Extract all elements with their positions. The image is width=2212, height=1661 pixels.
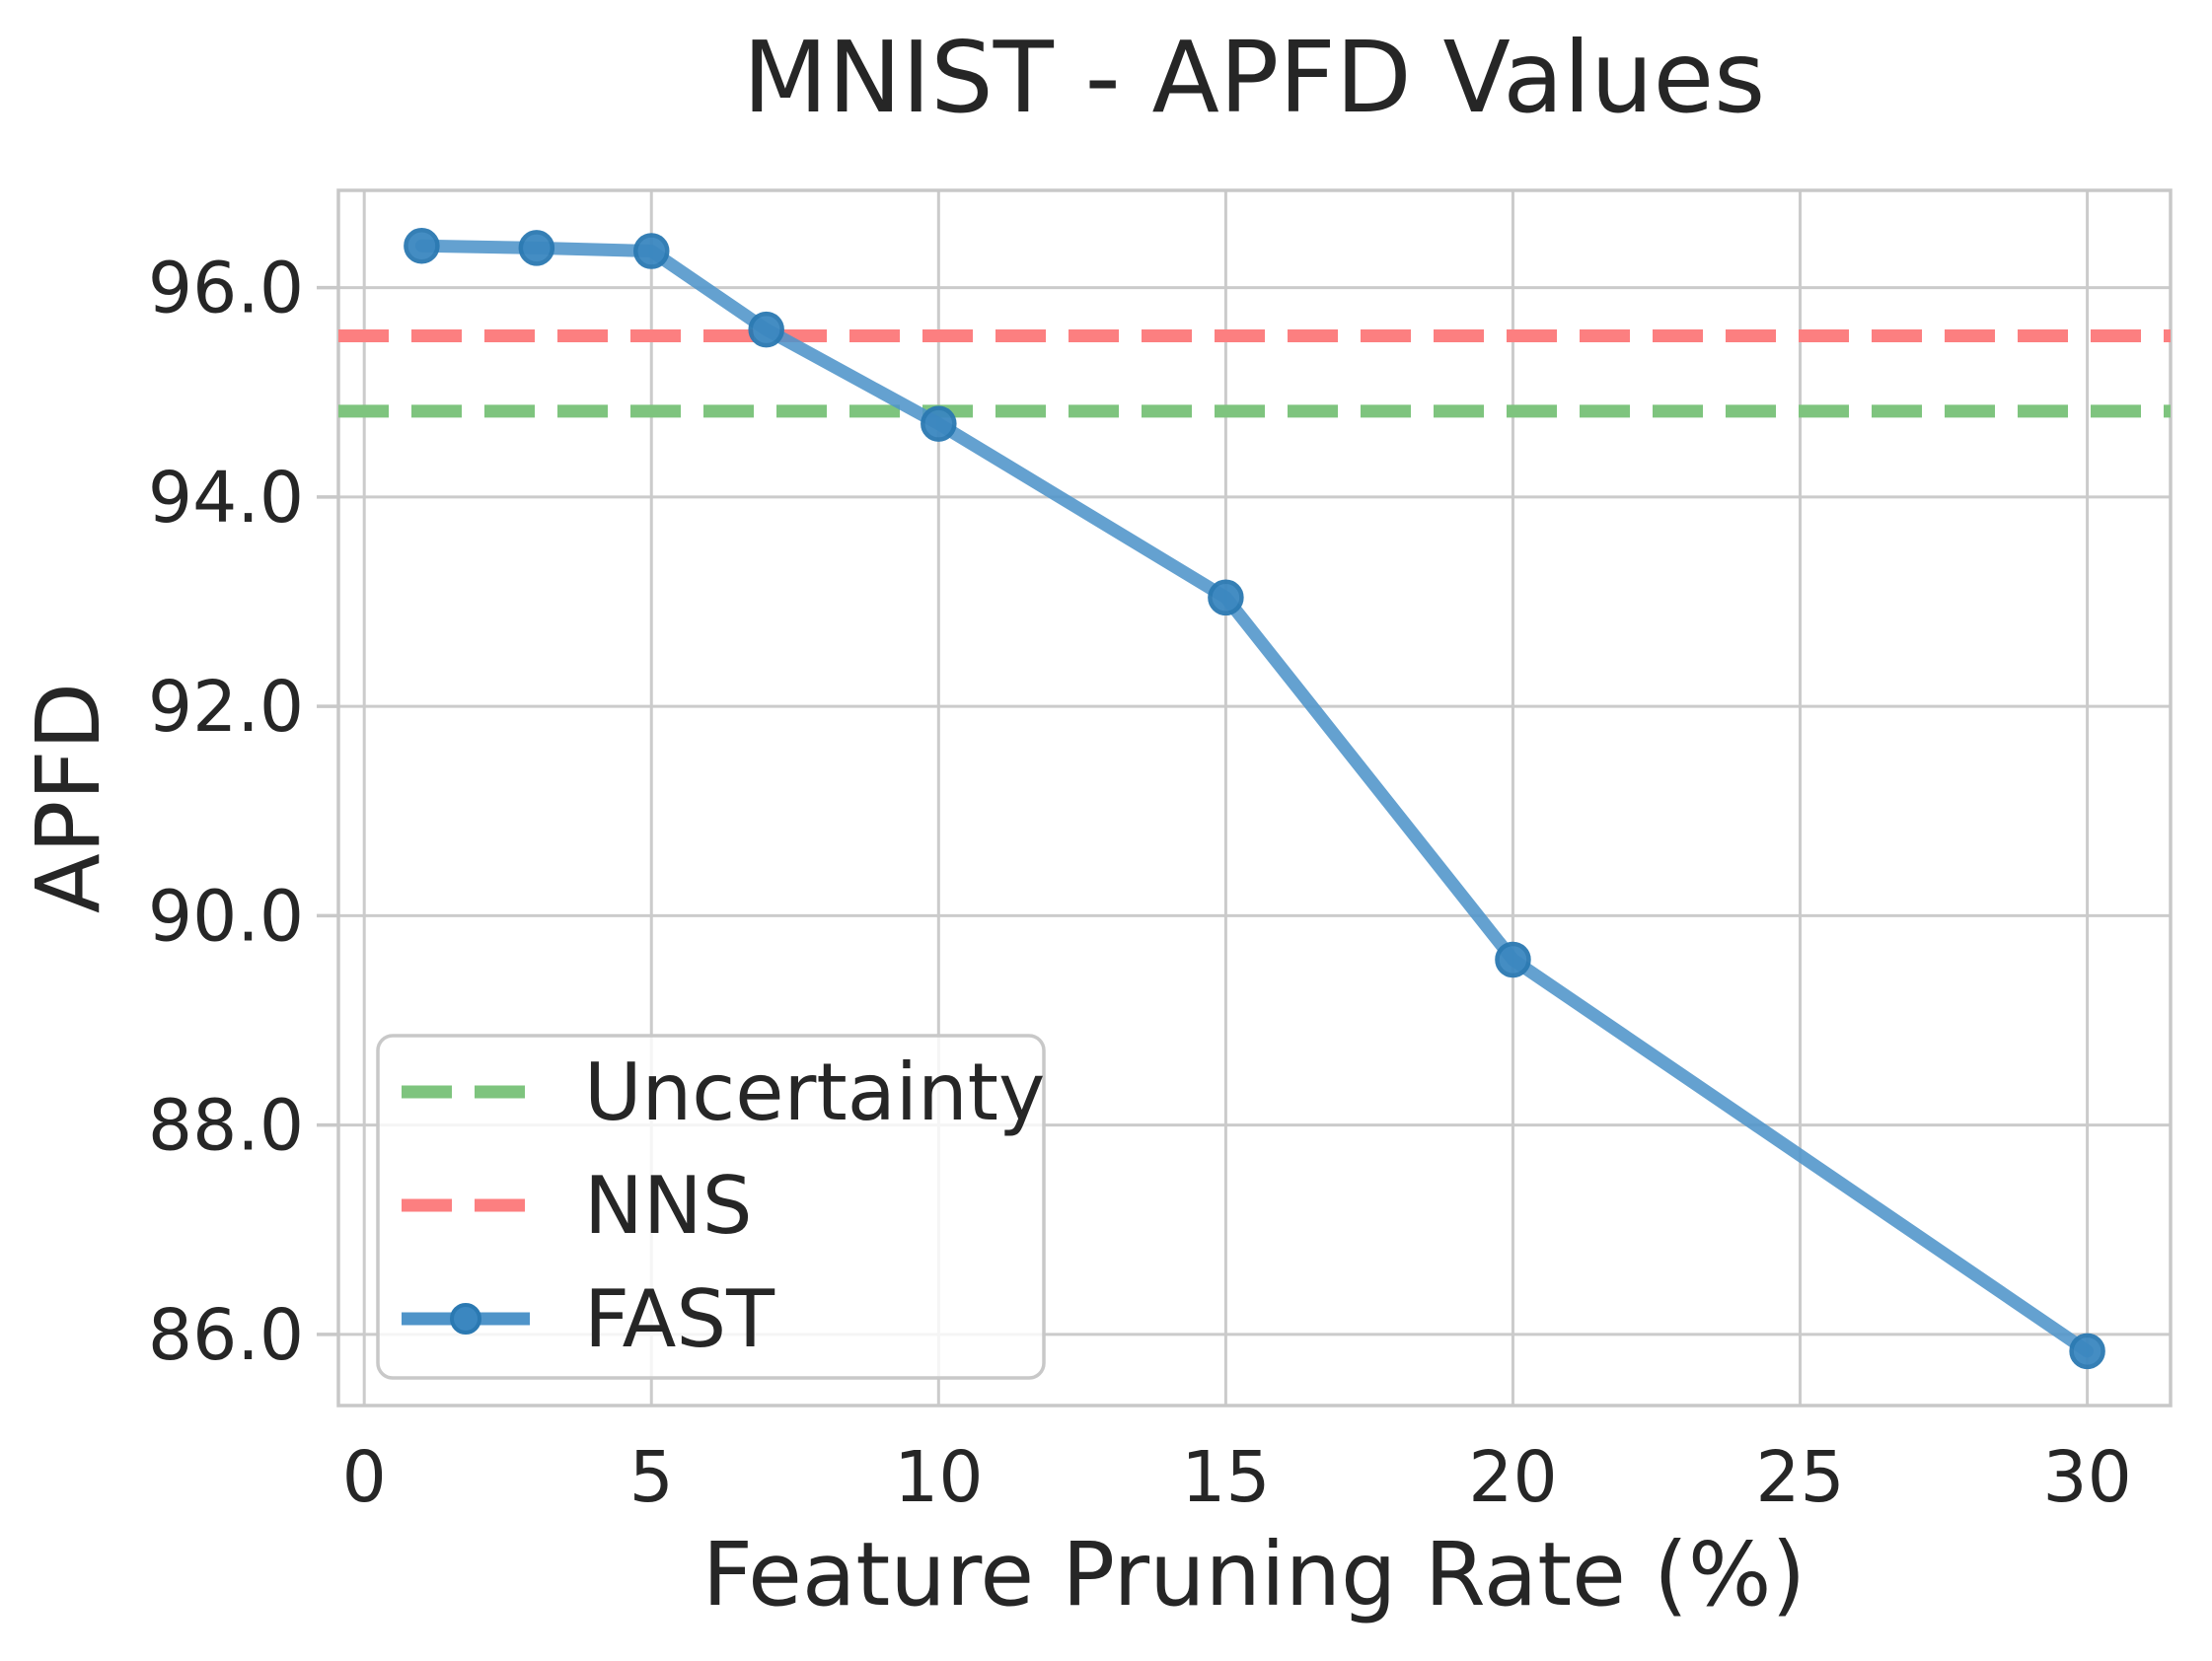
y-tick-label: 96.0: [148, 248, 304, 329]
x-tick-labels: 0 5 10 15 20 25 30: [342, 1436, 2132, 1518]
x-axis-label: Feature Pruning Rate (%): [702, 1523, 1806, 1625]
y-axis-label: APFD: [17, 683, 119, 913]
fast-marker: [1208, 579, 1244, 616]
legend-label-uncertainty: Uncertainty: [584, 1047, 1045, 1138]
y-tick-labels: 86.0 88.0 90.0 92.0 94.0 96.0: [148, 248, 304, 1376]
legend-label-fast: FAST: [584, 1273, 775, 1365]
x-tick-label: 30: [2042, 1436, 2131, 1518]
legend-box: [376, 1034, 1046, 1380]
x-tick-label: 20: [1468, 1436, 1557, 1518]
y-tick-label: 86.0: [148, 1294, 304, 1376]
fast-marker: [1495, 941, 1531, 978]
fast-marker: [633, 233, 670, 269]
x-tick-label: 10: [894, 1436, 983, 1518]
fast-markers: [404, 227, 2105, 1370]
fast-line: [414, 239, 2095, 1358]
fast-marker: [748, 311, 784, 348]
fast-marker: [2069, 1333, 2105, 1370]
legend-marker-fast: [450, 1303, 481, 1335]
y-tick-label: 88.0: [148, 1085, 304, 1167]
x-tick-label: 5: [629, 1436, 674, 1518]
legend-item-nns: NNS: [402, 1160, 752, 1252]
y-tick-marks: [317, 285, 338, 1336]
plot-border: [336, 188, 2173, 1408]
y-tick-label: 92.0: [148, 666, 304, 748]
series-layer: [338, 227, 2171, 1370]
legend-item-uncertainty: Uncertainty: [402, 1047, 1045, 1138]
legend-label-nns: NNS: [584, 1160, 752, 1252]
legend-item-fast: FAST: [402, 1273, 775, 1365]
legend: Uncertainty NNS FAST: [376, 1034, 1046, 1380]
x-tick-label: 15: [1181, 1436, 1270, 1518]
y-tick-label: 90.0: [148, 875, 304, 957]
fast-marker: [404, 227, 440, 264]
chart-title: MNIST - APFD Values: [743, 20, 1766, 135]
fast-marker: [518, 230, 555, 266]
x-tick-label: 25: [1755, 1436, 1844, 1518]
y-tick-label: 94.0: [148, 457, 304, 539]
fast-marker: [921, 405, 957, 442]
x-tick-label: 0: [342, 1436, 387, 1518]
gridlines: [338, 190, 2171, 1406]
